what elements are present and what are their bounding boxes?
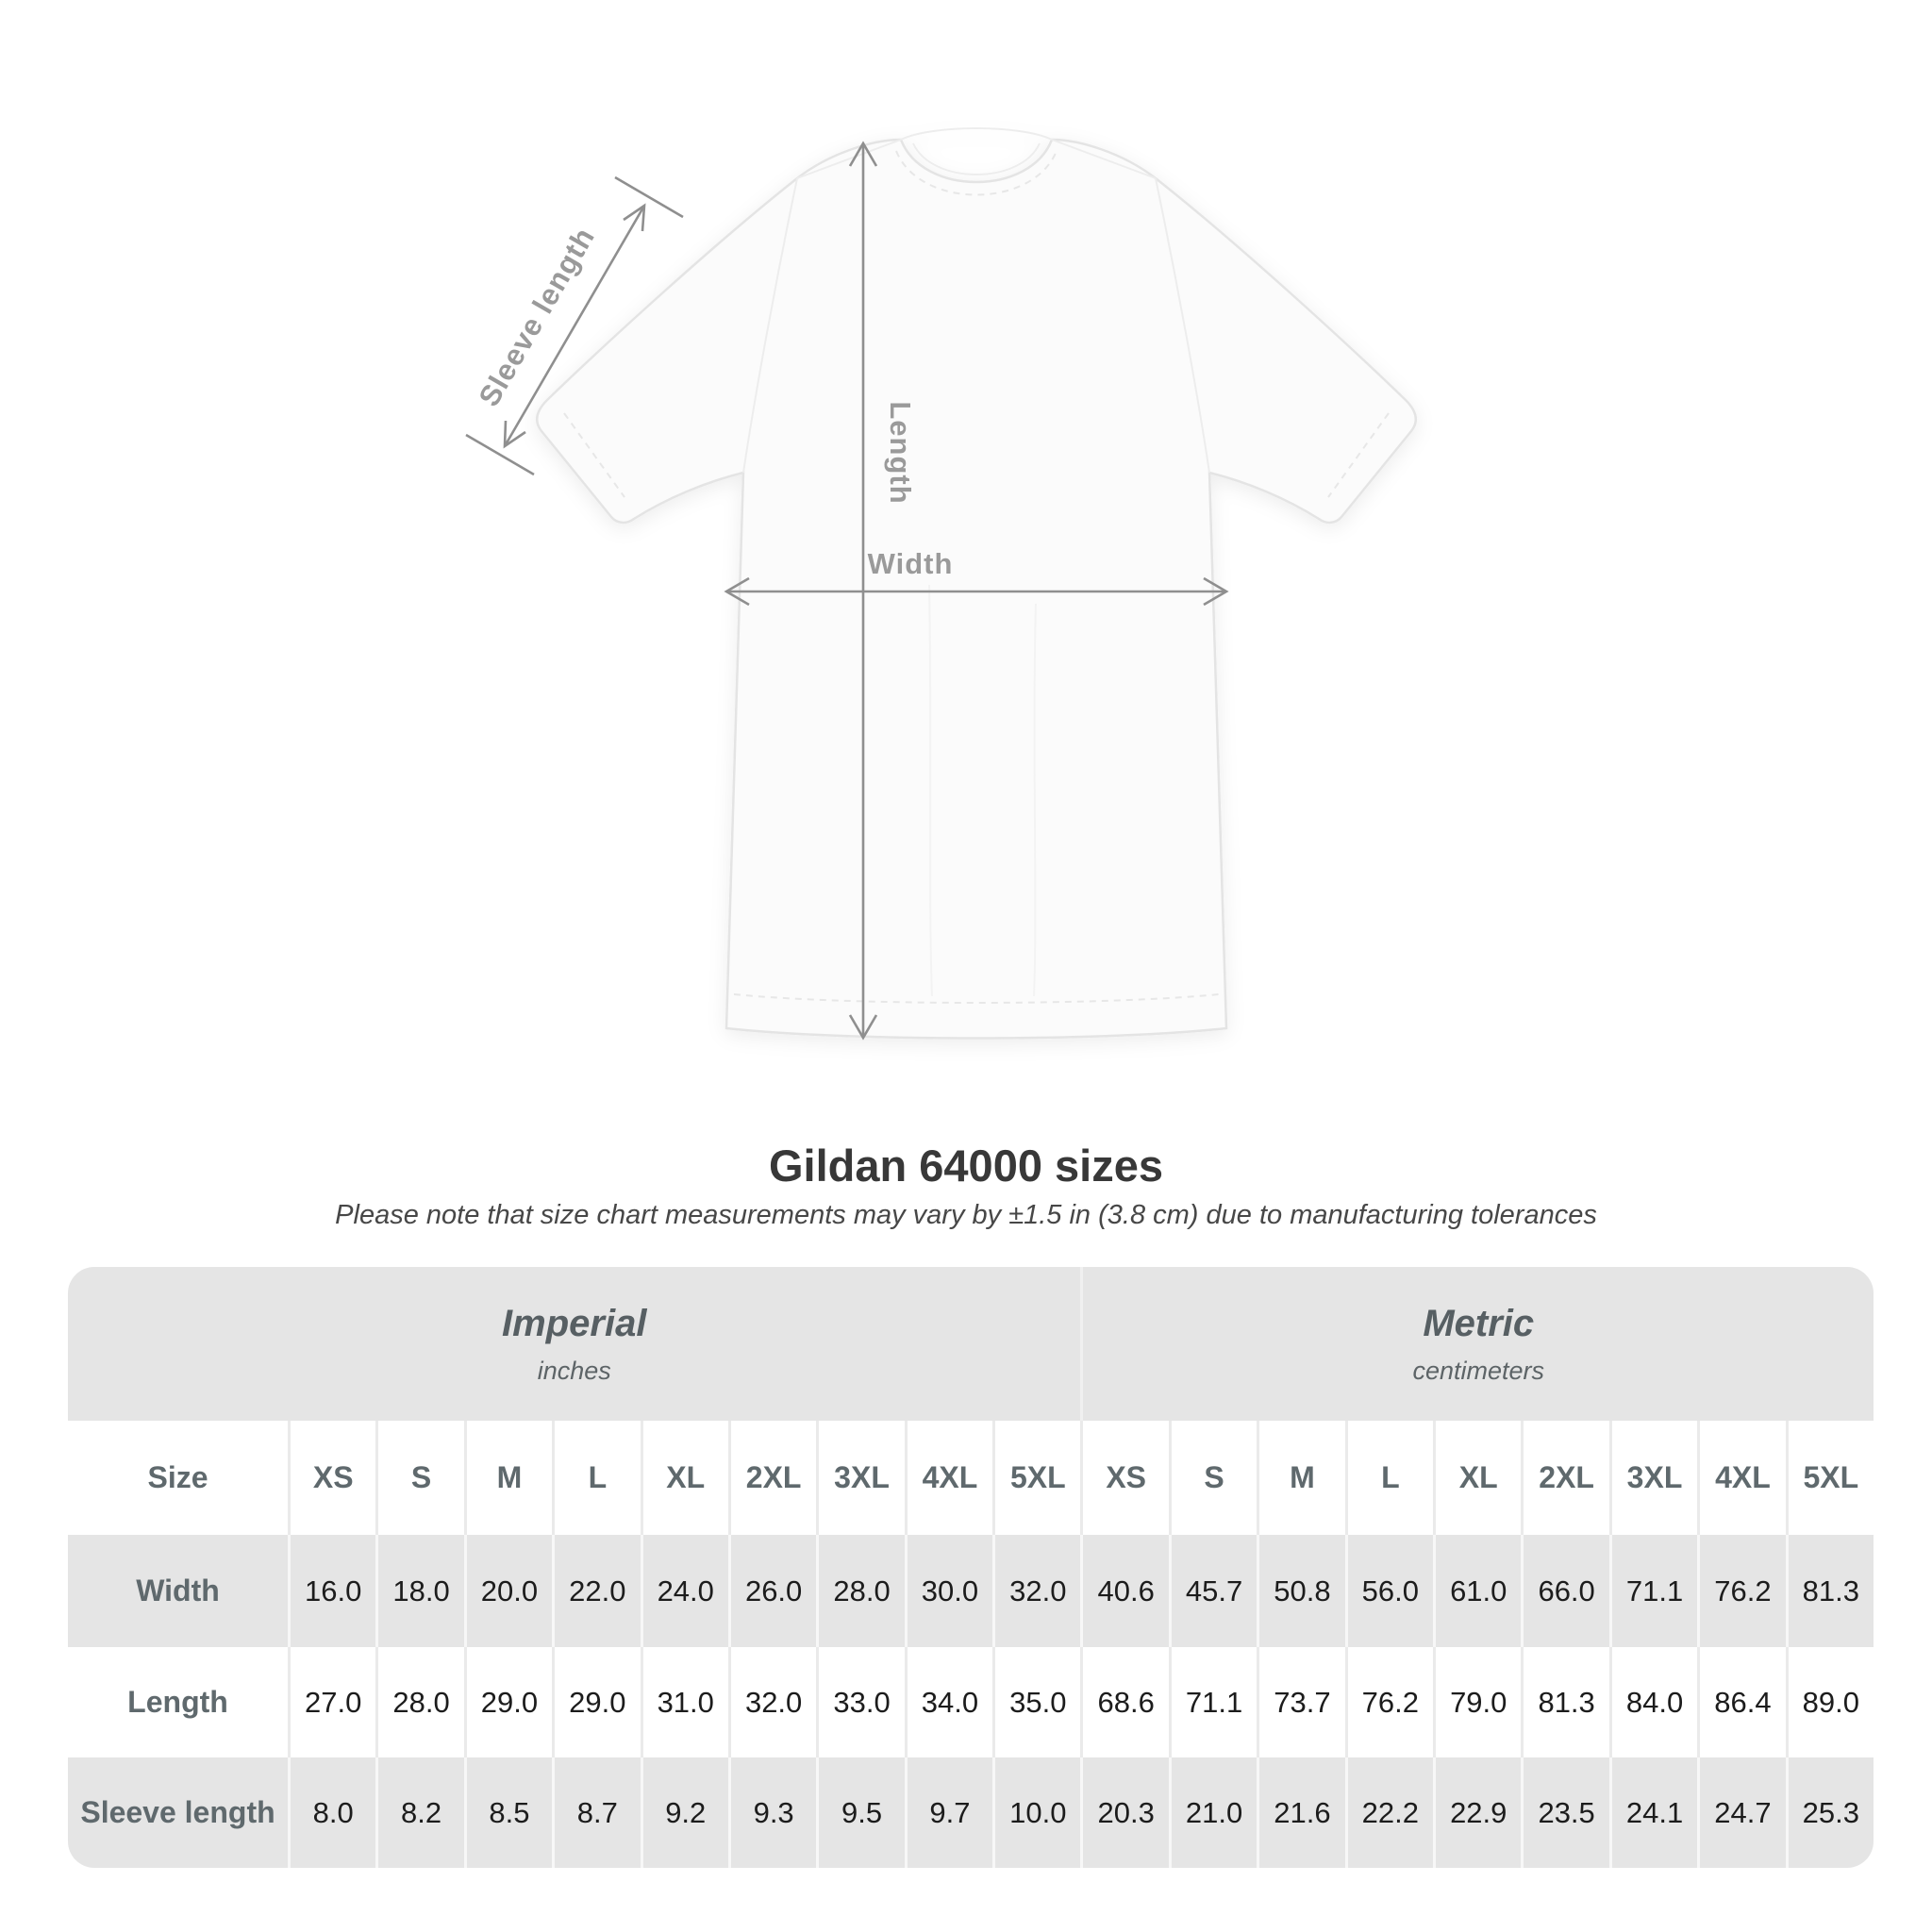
measurement-value-imperial: 29.0 [552, 1647, 641, 1757]
size-header-metric-5xl: 5XL [1785, 1421, 1874, 1535]
size-header-imperial-4xl: 4XL [904, 1421, 993, 1535]
measurement-value-imperial: 9.3 [727, 1757, 817, 1868]
size-header-imperial-xl: XL [640, 1421, 728, 1535]
measurement-value-metric: 20.3 [1080, 1757, 1169, 1868]
measurement-value-metric: 24.7 [1697, 1757, 1786, 1868]
measurement-value-imperial: 28.0 [816, 1535, 905, 1647]
size-header-metric-xs: XS [1080, 1421, 1169, 1535]
measurement-value-imperial: 26.0 [727, 1535, 817, 1647]
measurement-value-metric: 45.7 [1168, 1535, 1257, 1647]
measurement-value-metric: 50.8 [1257, 1535, 1345, 1647]
imperial-section-title: Imperial [502, 1302, 647, 1344]
measurement-value-imperial: 10.0 [992, 1757, 1081, 1868]
size-header-metric-xl: XL [1433, 1421, 1522, 1535]
measurement-value-imperial: 24.0 [640, 1535, 728, 1647]
imperial-section-unit: inches [537, 1356, 611, 1385]
measurement-value-metric: 84.0 [1608, 1647, 1698, 1757]
measurement-value-metric: 71.1 [1608, 1535, 1698, 1647]
row-label: Sleeve length [68, 1757, 288, 1868]
size-header-imperial-3xl: 3XL [816, 1421, 905, 1535]
row-label: Length [68, 1647, 288, 1757]
measurement-value-imperial: 22.0 [552, 1535, 641, 1647]
length-label: Length [884, 401, 917, 504]
measurement-value-imperial: 32.0 [727, 1647, 817, 1757]
measurement-value-imperial: 29.0 [463, 1647, 553, 1757]
size-header-metric-4xl: 4XL [1697, 1421, 1786, 1535]
measurement-value-metric: 79.0 [1433, 1647, 1522, 1757]
measurement-value-imperial: 9.7 [904, 1757, 993, 1868]
width-dimension: Width [724, 547, 1229, 607]
measurement-value-imperial: 18.0 [375, 1535, 464, 1647]
measurement-value-imperial: 8.5 [463, 1757, 553, 1868]
measurement-value-imperial: 9.2 [640, 1757, 728, 1868]
measurement-value-metric: 22.9 [1433, 1757, 1522, 1868]
metric-section-unit: centimeters [1412, 1356, 1545, 1385]
measurement-value-metric: 23.5 [1521, 1757, 1609, 1868]
row-label: Width [68, 1535, 288, 1647]
measurement-value-metric: 56.0 [1344, 1535, 1434, 1647]
measurement-value-metric: 21.0 [1168, 1757, 1257, 1868]
size-header-metric-l: L [1344, 1421, 1434, 1535]
measurement-value-metric: 24.1 [1608, 1757, 1698, 1868]
measurement-value-imperial: 8.0 [288, 1757, 376, 1868]
measurement-value-metric: 76.2 [1344, 1647, 1434, 1757]
size-header-imperial-5xl: 5XL [992, 1421, 1081, 1535]
size-header-metric-2xl: 2XL [1521, 1421, 1609, 1535]
tshirt-photo [535, 127, 1418, 1040]
measurement-value-metric: 21.6 [1257, 1757, 1345, 1868]
measurement-value-metric: 61.0 [1433, 1535, 1522, 1647]
measurement-value-metric: 81.3 [1785, 1535, 1874, 1647]
measurement-value-imperial: 20.0 [463, 1535, 553, 1647]
measurement-value-metric: 66.0 [1521, 1535, 1609, 1647]
measurement-value-imperial: 27.0 [288, 1647, 376, 1757]
size-header-metric-m: M [1257, 1421, 1345, 1535]
measurement-value-metric: 76.2 [1697, 1535, 1786, 1647]
page-title: Gildan 64000 sizes [768, 1141, 1164, 1191]
measurement-value-imperial: 8.7 [552, 1757, 641, 1868]
measurement-value-metric: 71.1 [1168, 1647, 1257, 1757]
measurement-value-metric: 40.6 [1080, 1535, 1169, 1647]
size-table: Imperial inches Metric centimeters Size X… [68, 1267, 1874, 1868]
measurement-value-metric: 73.7 [1257, 1647, 1345, 1757]
measurement-value-imperial: 30.0 [904, 1535, 993, 1647]
tolerance-note: Please note that size chart measurements… [335, 1200, 1597, 1230]
metric-section-title: Metric [1423, 1302, 1535, 1344]
size-header-metric-s: S [1168, 1421, 1257, 1535]
measurement-value-metric: 25.3 [1785, 1757, 1874, 1868]
measurement-value-imperial: 16.0 [288, 1535, 376, 1647]
measurement-value-metric: 86.4 [1697, 1647, 1786, 1757]
size-header-imperial-l: L [552, 1421, 641, 1535]
size-header-imperial-s: S [375, 1421, 464, 1535]
metric-section-header: Metric centimeters [1080, 1267, 1874, 1421]
measurement-value-imperial: 8.2 [375, 1757, 464, 1868]
size-header-imperial-xs: XS [288, 1421, 376, 1535]
size-header-metric-3xl: 3XL [1608, 1421, 1698, 1535]
measurement-value-imperial: 34.0 [904, 1647, 993, 1757]
measurement-value-imperial: 31.0 [640, 1647, 728, 1757]
measurement-value-imperial: 35.0 [992, 1647, 1081, 1757]
size-header-imperial-2xl: 2XL [727, 1421, 817, 1535]
measurement-value-metric: 89.0 [1785, 1647, 1874, 1757]
measurement-value-metric: 81.3 [1521, 1647, 1609, 1757]
measurement-value-imperial: 28.0 [375, 1647, 464, 1757]
measurement-value-imperial: 9.5 [816, 1757, 905, 1868]
width-label: Width [868, 547, 954, 580]
measurement-value-metric: 68.6 [1080, 1647, 1169, 1757]
measurement-value-metric: 22.2 [1344, 1757, 1434, 1868]
imperial-section-header: Imperial inches [68, 1267, 1081, 1421]
measurement-value-imperial: 33.0 [816, 1647, 905, 1757]
size-column-header: Size [68, 1421, 288, 1535]
size-header-imperial-m: M [463, 1421, 553, 1535]
measurement-value-imperial: 32.0 [992, 1535, 1081, 1647]
